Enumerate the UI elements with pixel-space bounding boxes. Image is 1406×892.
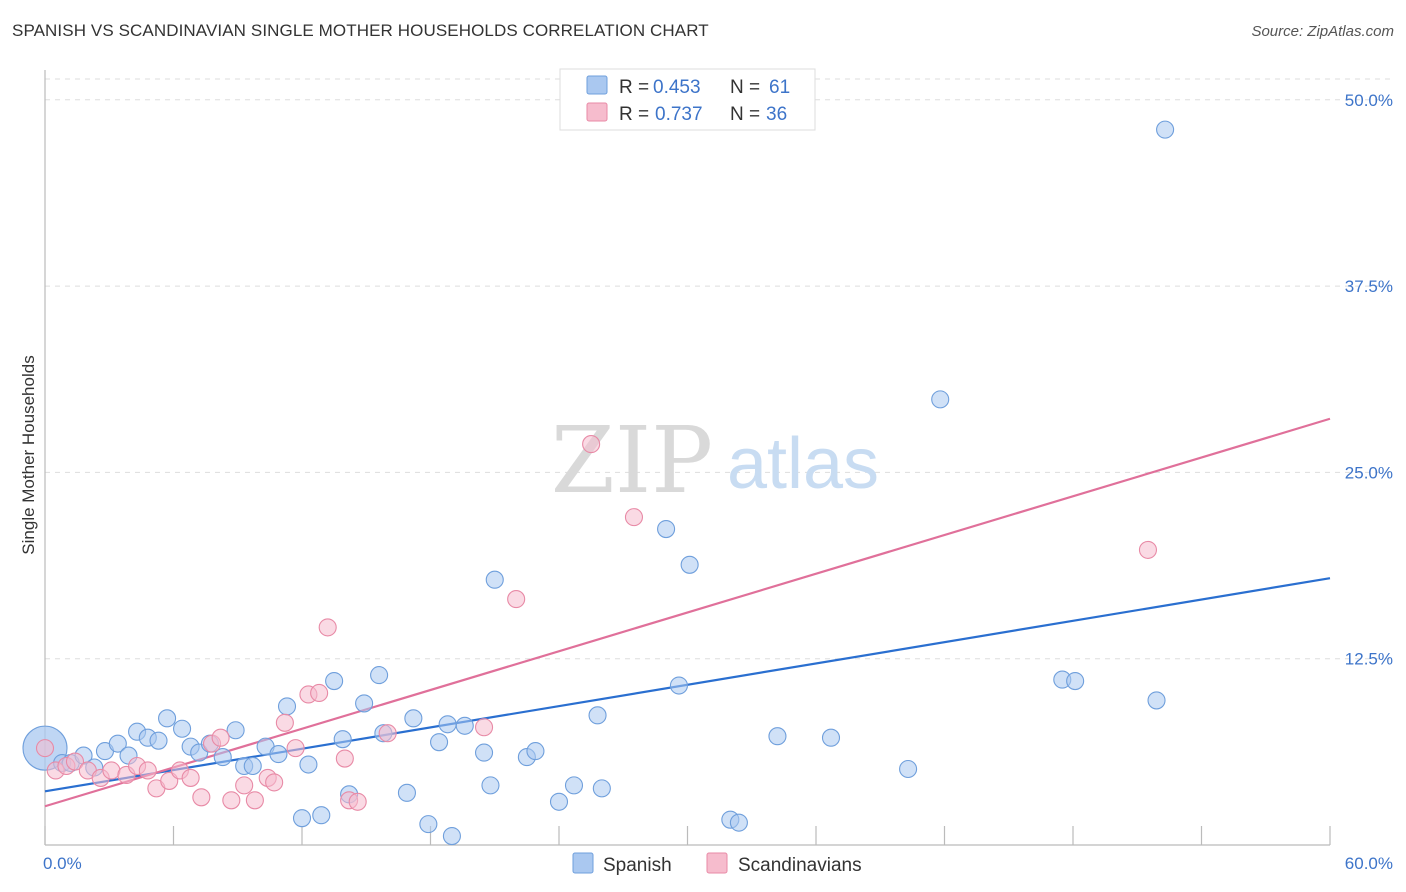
point-scand-16 xyxy=(222,791,241,810)
point-scand-8 xyxy=(138,761,157,780)
point-scand-21 xyxy=(275,713,294,732)
x-tick-label-0: 0.0% xyxy=(43,854,82,873)
point-scand-18 xyxy=(245,791,264,810)
bottom-legend-label-spanish: Spanish xyxy=(603,855,672,876)
point-spanish-53 xyxy=(768,727,787,746)
point-scand-35 xyxy=(35,739,55,758)
point-spanish-10 xyxy=(149,731,168,750)
legend-n-label-spanish: N = xyxy=(730,77,760,98)
bottom-legend-label-scand: Scandinavians xyxy=(738,855,862,876)
point-scand-2 xyxy=(65,752,85,771)
watermark: ZIP atlas xyxy=(551,407,879,514)
point-spanish-52 xyxy=(729,813,748,832)
point-spanish-35 xyxy=(430,733,449,752)
points-layer xyxy=(22,120,1175,846)
point-scand-20 xyxy=(265,773,284,792)
y-tick-label-2: 37.5% xyxy=(1345,277,1393,296)
point-spanish-33 xyxy=(404,709,423,728)
point-spanish-39 xyxy=(474,743,494,762)
legend-r-label-spanish: R = xyxy=(619,77,649,98)
point-spanish-23 xyxy=(292,809,312,828)
point-spanish-27 xyxy=(333,730,352,749)
point-scand-17 xyxy=(235,776,254,795)
point-spanish-6 xyxy=(108,734,127,753)
legend-r-value-scand: 0.737 xyxy=(655,104,703,125)
point-spanish-37 xyxy=(442,827,461,846)
legend-r-value-spanish: 0.453 xyxy=(653,77,701,98)
chart-title: SPANISH VS SCANDINAVIAN SINGLE MOTHER HO… xyxy=(12,21,709,40)
point-scand-30 xyxy=(474,718,494,737)
point-spanish-25 xyxy=(312,806,331,825)
top-legend: R = 0.453 N = 61 R = 0.737 N = 36 xyxy=(559,68,816,131)
source-credit: Source: ZipAtlas.com xyxy=(1251,23,1394,40)
point-spanish-41 xyxy=(485,570,504,589)
legend-swatch-spanish xyxy=(586,75,608,95)
point-scand-5 xyxy=(102,761,121,780)
point-spanish-16 xyxy=(213,748,232,767)
point-spanish-34 xyxy=(419,815,438,834)
point-scand-28 xyxy=(348,792,367,811)
point-spanish-60 xyxy=(1156,120,1175,139)
point-spanish-44 xyxy=(549,792,569,811)
point-scand-13 xyxy=(192,788,211,807)
point-scand-22 xyxy=(286,739,305,758)
legend-n-value-scand: 36 xyxy=(766,104,787,125)
point-scand-29 xyxy=(378,724,397,743)
point-scand-24 xyxy=(310,683,329,703)
legend-n-value-spanish: 61 xyxy=(769,77,790,98)
y-tick-label-1: 25.0% xyxy=(1345,463,1393,482)
point-spanish-43 xyxy=(526,742,545,761)
watermark-zip: ZIP xyxy=(551,407,713,514)
point-spanish-50 xyxy=(680,555,699,574)
legend-n-label-scand: N = xyxy=(730,104,760,125)
point-spanish-22 xyxy=(277,697,297,716)
point-spanish-58 xyxy=(1066,672,1085,691)
bottom-legend: Spanish Scandinavians xyxy=(572,852,862,876)
point-scand-31 xyxy=(507,590,526,609)
point-spanish-30 xyxy=(370,666,389,685)
point-spanish-59 xyxy=(1147,691,1166,710)
point-spanish-56 xyxy=(931,390,950,409)
point-spanish-40 xyxy=(481,776,500,795)
point-spanish-12 xyxy=(173,719,192,738)
bottom-legend-swatch-scand xyxy=(706,852,728,874)
axes-layer xyxy=(44,70,1331,846)
point-spanish-21 xyxy=(269,745,288,764)
point-scand-25 xyxy=(318,618,337,637)
grid-layer xyxy=(45,78,1392,660)
y-axis-title: Single Mother Households xyxy=(19,355,38,554)
point-spanish-54 xyxy=(821,728,841,747)
point-scand-34 xyxy=(1138,540,1158,559)
point-spanish-19 xyxy=(243,756,262,776)
point-spanish-29 xyxy=(355,694,374,713)
point-spanish-47 xyxy=(592,779,611,798)
point-scand-12 xyxy=(181,768,200,787)
labels-layer: 12.5% 25.0% 37.5% 50.0% 0.0% 60.0% xyxy=(43,91,1393,873)
x-tick-label-1: 60.0% xyxy=(1345,854,1393,873)
point-spanish-55 xyxy=(899,759,918,779)
point-scand-15 xyxy=(211,728,230,747)
point-spanish-24 xyxy=(299,755,318,774)
point-scand-33 xyxy=(624,508,644,527)
watermark-atlas: atlas xyxy=(727,424,879,504)
point-spanish-36 xyxy=(438,715,457,734)
point-spanish-49 xyxy=(669,676,688,695)
point-spanish-46 xyxy=(588,706,607,725)
point-spanish-38 xyxy=(455,716,474,735)
y-tick-label-0: 12.5% xyxy=(1345,650,1393,669)
legend-swatch-scand xyxy=(586,102,608,122)
point-spanish-32 xyxy=(397,783,416,802)
point-spanish-11 xyxy=(158,709,177,728)
point-scand-26 xyxy=(335,749,354,768)
y-tick-label-3: 50.0% xyxy=(1345,91,1393,110)
legend-r-label-scand: R = xyxy=(619,104,649,125)
point-spanish-48 xyxy=(657,519,676,539)
point-spanish-26 xyxy=(325,672,344,691)
point-spanish-45 xyxy=(564,776,584,795)
point-spanish-17 xyxy=(226,721,245,740)
bottom-legend-swatch-spanish xyxy=(572,852,594,874)
point-scand-32 xyxy=(582,435,601,454)
